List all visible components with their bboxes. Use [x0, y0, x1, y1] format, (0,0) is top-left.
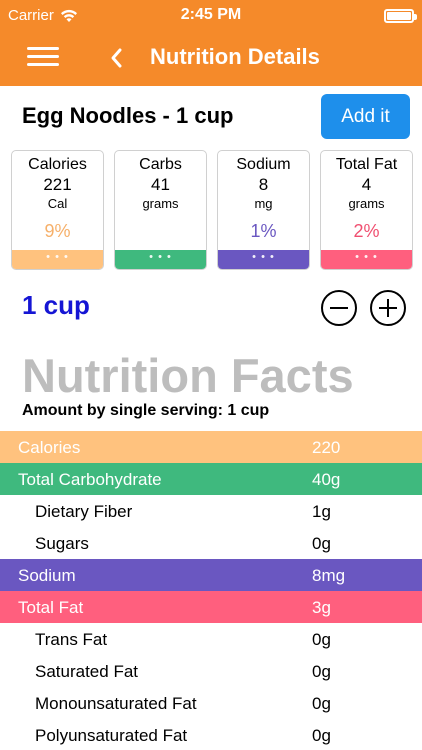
row-label: Dietary Fiber: [35, 502, 133, 521]
nutrition-facts-title: Nutrition Facts: [22, 349, 354, 402]
row-value: 0g: [312, 726, 331, 745]
table-row: Monounsaturated Fat 0g: [0, 687, 422, 719]
card-sodium[interactable]: Sodium 8 mg 1% • • •: [217, 150, 310, 270]
battery-icon: [384, 9, 417, 23]
card-value: 221: [43, 175, 72, 194]
card-label: Calories: [28, 156, 87, 173]
row-value: 0g: [312, 694, 331, 713]
table-row: Trans Fat 0g: [0, 623, 422, 655]
serving-amount: 1 cup: [22, 290, 90, 320]
nav-bar: Nutrition Details: [0, 32, 422, 86]
row-label: Polyunsaturated Fat: [35, 726, 188, 745]
row-label: Calories: [18, 438, 81, 457]
card-unit: Cal: [47, 196, 68, 211]
table-row: Dietary Fiber 1g: [0, 495, 422, 527]
row-value: 0g: [312, 662, 331, 681]
app-header: Carrier 2:45 PM Nutrition Details: [0, 0, 422, 86]
table-row: Sugars 0g: [0, 527, 422, 559]
row-value: 8mg: [312, 566, 346, 585]
table-row: Calories 220: [0, 431, 422, 463]
card-label: Carbs: [139, 156, 182, 173]
card-label: Total Fat: [335, 156, 398, 173]
table-row: Total Fat 3g: [0, 591, 422, 623]
card-unit: grams: [142, 196, 179, 211]
page-title: Nutrition Details: [150, 44, 320, 69]
row-value: 220: [312, 438, 341, 457]
carrier-label: Carrier: [8, 7, 54, 24]
row-label: Sugars: [35, 534, 89, 553]
card-color-bar: • • •: [218, 250, 309, 269]
hamburger-menu-icon[interactable]: [27, 45, 59, 67]
row-label: Total Carbohydrate: [18, 470, 162, 489]
table-row: Sodium 8mg: [0, 559, 422, 591]
minus-icon[interactable]: [321, 290, 357, 326]
card-percent: 1%: [250, 221, 277, 241]
carrier-indicator: Carrier: [8, 7, 78, 24]
add-it-button[interactable]: Add it: [321, 94, 410, 139]
row-label: Total Fat: [18, 598, 84, 617]
chevron-left-icon[interactable]: [108, 46, 126, 70]
row-value: 3g: [312, 598, 331, 617]
card-calories[interactable]: Calories 221 Cal 9% • • •: [11, 150, 104, 270]
card-value: 4: [361, 175, 372, 194]
card-carbs[interactable]: Carbs 41 grams • • •: [114, 150, 207, 270]
card-value: 41: [151, 175, 170, 194]
table-row: Polyunsaturated Fat 0g: [0, 719, 422, 750]
row-label: Monounsaturated Fat: [35, 694, 197, 713]
summary-cards: Calories 221 Cal 9% • • • Carbs 41 grams…: [11, 150, 413, 270]
plus-icon[interactable]: [370, 290, 406, 326]
row-value: 0g: [312, 630, 331, 649]
card-total-fat[interactable]: Total Fat 4 grams 2% • • •: [320, 150, 413, 270]
card-unit: mg: [254, 196, 273, 211]
wifi-icon: [60, 9, 78, 23]
food-title: Egg Noodles - 1 cup: [22, 103, 234, 128]
card-percent: 9%: [44, 221, 71, 241]
table-row: Saturated Fat 0g: [0, 655, 422, 687]
card-color-bar: • • •: [12, 250, 103, 269]
nutrition-facts-table: Calories 220 Total Carbohydrate 40g Diet…: [0, 431, 422, 750]
status-bar: Carrier 2:45 PM: [0, 0, 422, 32]
card-percent: 2%: [353, 221, 380, 241]
card-value: 8: [258, 175, 269, 194]
row-value: 1g: [312, 502, 331, 521]
row-value: 40g: [312, 470, 341, 489]
card-label: Sodium: [236, 156, 291, 173]
row-value: 0g: [312, 534, 331, 553]
nutrition-facts-subtitle: Amount by single serving: 1 cup: [22, 402, 270, 419]
card-color-bar: • • •: [321, 250, 412, 269]
table-row: Total Carbohydrate 40g: [0, 463, 422, 495]
status-time: 2:45 PM: [180, 6, 242, 23]
row-label: Saturated Fat: [35, 662, 139, 681]
card-unit: grams: [348, 196, 385, 211]
card-color-bar: • • •: [115, 250, 206, 269]
row-label: Sodium: [18, 566, 76, 585]
row-label: Trans Fat: [35, 630, 108, 649]
